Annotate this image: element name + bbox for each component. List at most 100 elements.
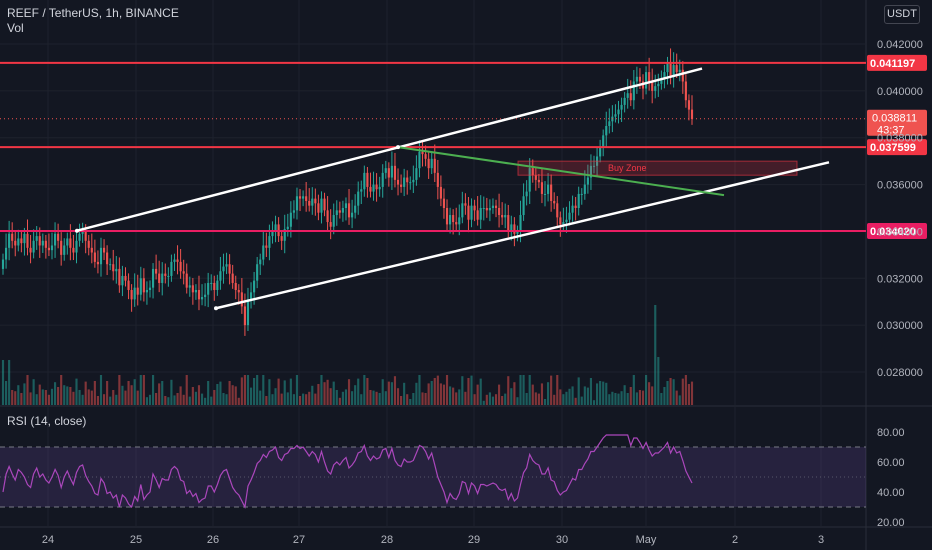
symbol-title[interactable]: REEF / TetherUS, 1h, BINANCE	[7, 6, 179, 20]
volume-bar	[253, 378, 256, 405]
candle-body	[657, 83, 660, 87]
candle-body	[14, 240, 17, 246]
candle-body	[115, 268, 118, 272]
volume-bar	[127, 381, 130, 405]
volume-bar	[106, 381, 109, 405]
volume-bar	[473, 394, 476, 405]
candle-body	[592, 165, 596, 167]
volume-bar	[1, 360, 5, 405]
price-tick-label: 0.030000	[877, 320, 923, 332]
candle-body	[617, 109, 620, 115]
candle-body	[452, 215, 455, 223]
candle-body	[406, 177, 409, 183]
candle-body	[63, 245, 66, 255]
level-tag-label: 0.037599	[870, 142, 916, 154]
candle-body	[57, 233, 60, 241]
candle-body	[384, 168, 387, 173]
candle-body	[620, 104, 623, 110]
candle-body	[409, 182, 412, 184]
volume-bar	[265, 396, 268, 405]
volume-bar	[406, 394, 409, 405]
volume-label[interactable]: Vol	[7, 21, 24, 35]
candle-body	[574, 205, 577, 208]
volume-bar	[553, 394, 556, 405]
volume-bar	[47, 394, 51, 405]
candle-body	[556, 203, 559, 218]
candle-body	[158, 273, 161, 283]
volume-bar	[562, 394, 565, 405]
candle-body	[390, 165, 393, 178]
candle-body	[501, 215, 504, 218]
candle-body	[240, 292, 243, 307]
level-tag-label: 0.041197	[870, 58, 915, 70]
candle-body	[540, 182, 544, 194]
volume-bar	[78, 390, 81, 405]
candle-body	[354, 205, 357, 213]
volume-bar	[222, 393, 225, 405]
volume-bar	[173, 395, 176, 405]
volume-bar	[286, 392, 289, 405]
level-tag-label: 0.034020	[870, 226, 916, 238]
candle-body	[415, 168, 418, 180]
volume-bar	[351, 391, 354, 405]
volume-bar	[145, 397, 148, 405]
candle-body	[268, 236, 271, 248]
volume-bar	[234, 386, 237, 405]
candle-body	[4, 247, 8, 260]
volume-bar	[256, 375, 259, 405]
volume-bar	[626, 393, 629, 405]
candle-body	[102, 247, 106, 253]
candle-body	[583, 184, 586, 194]
volume-bar	[433, 378, 436, 405]
candle-body	[228, 264, 231, 274]
candle-body	[185, 273, 188, 288]
volume-bar	[559, 389, 562, 405]
candle-body	[476, 210, 479, 220]
candle-body	[118, 268, 121, 286]
candle-body	[467, 205, 470, 220]
volume-bar	[556, 375, 559, 405]
volume-bar	[11, 390, 14, 405]
candle-body	[109, 264, 112, 266]
candle-body	[498, 208, 501, 216]
volume-bar	[488, 392, 491, 405]
candle-body	[357, 191, 360, 206]
candle-body	[20, 238, 23, 244]
volume-bar	[41, 389, 44, 405]
volume-bar	[23, 383, 26, 405]
time-tick-label: 27	[293, 534, 305, 546]
candle-body	[525, 191, 528, 197]
candle-body	[72, 247, 75, 253]
time-tick-label: 24	[42, 534, 54, 546]
volume-bar	[207, 381, 210, 405]
volume-bar	[142, 375, 145, 405]
rsi-title[interactable]: RSI (14, close)	[7, 414, 87, 428]
candle-body	[90, 247, 93, 253]
volume-bar	[112, 390, 115, 405]
candle-body	[400, 184, 403, 187]
volume-bar	[38, 384, 41, 405]
candle-body	[289, 212, 292, 227]
candle-body	[473, 205, 476, 211]
candle-body	[41, 240, 44, 246]
volume-bar	[651, 386, 654, 405]
candle-body	[678, 69, 681, 73]
candle-body	[387, 168, 390, 178]
candle-body	[164, 273, 167, 276]
volume-bar	[534, 392, 537, 405]
candle-body	[559, 217, 562, 225]
volume-bar	[167, 397, 170, 405]
currency-button[interactable]: USDT	[884, 5, 920, 24]
candle-body	[17, 238, 20, 246]
time-tick-label: 26	[207, 534, 219, 546]
volume-bar	[323, 382, 326, 405]
volume-bar	[295, 375, 299, 405]
volume-bar	[326, 379, 329, 405]
volume-bar	[445, 375, 449, 405]
volume-bar	[191, 387, 194, 405]
volume-bar	[522, 375, 525, 405]
candle-body	[326, 210, 329, 223]
volume-bar	[136, 390, 139, 405]
